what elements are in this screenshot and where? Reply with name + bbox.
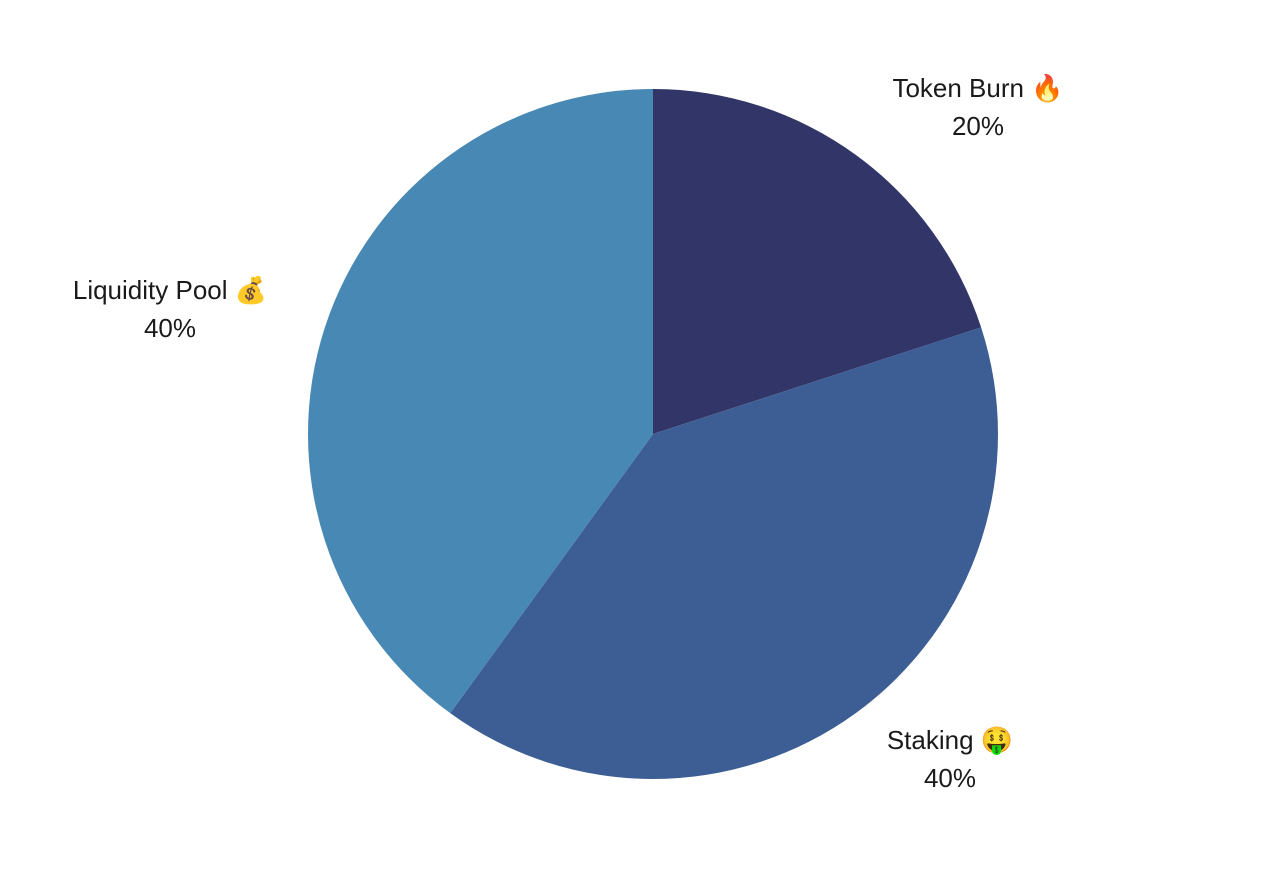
pie-slice xyxy=(653,89,982,434)
slice-value-label: 40% xyxy=(144,313,196,343)
slice-value-label: 20% xyxy=(952,111,1004,141)
pie-slice xyxy=(450,327,999,779)
slice-label: Liquidity Pool 💰 xyxy=(73,275,267,306)
pie-slice xyxy=(308,89,653,714)
slice-label: Token Burn 🔥 xyxy=(892,73,1063,103)
slice-value-label: 40% xyxy=(924,763,976,793)
slice-label: Staking 🤑 xyxy=(887,725,1013,756)
